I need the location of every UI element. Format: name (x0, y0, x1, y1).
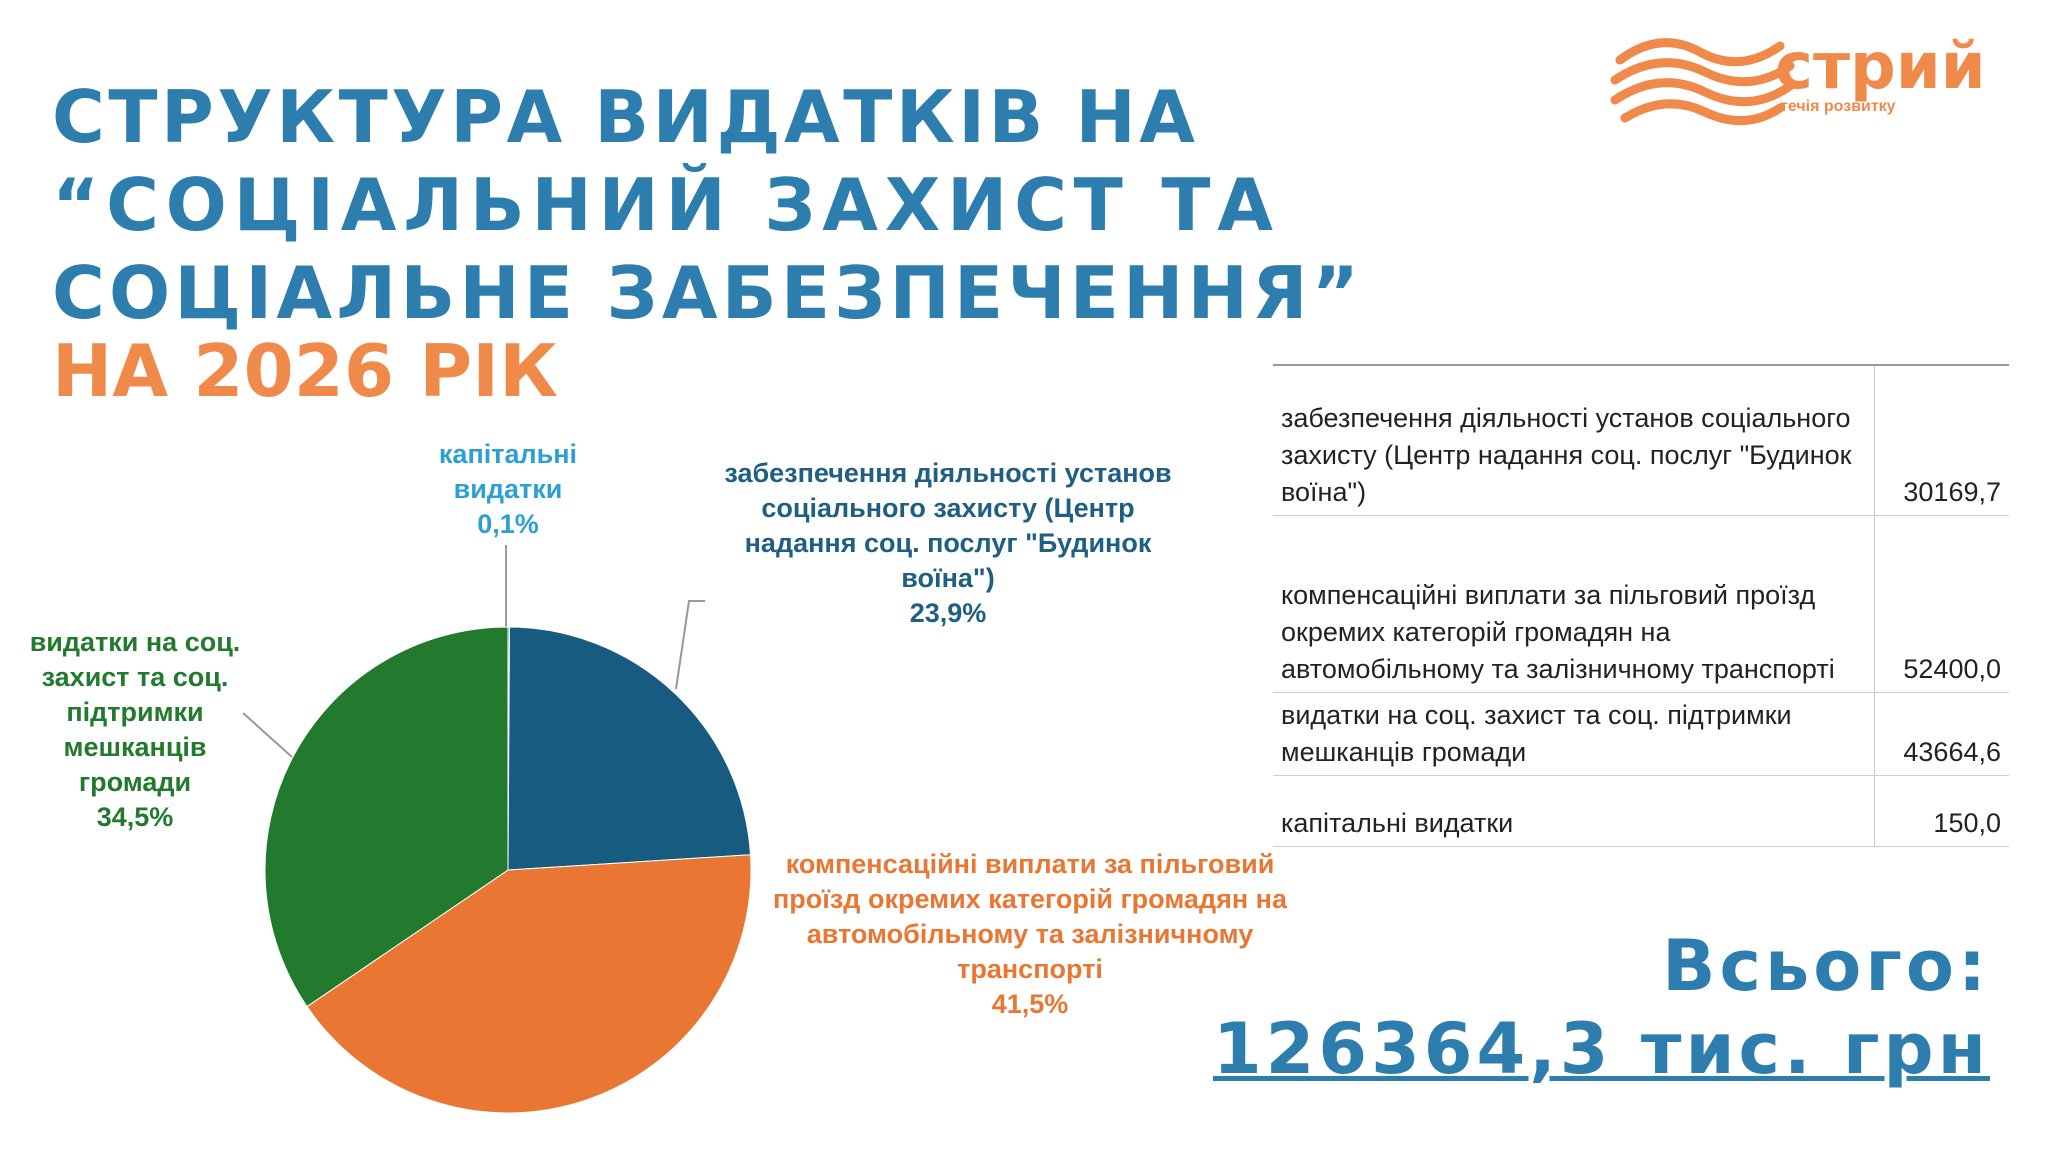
pie-label: забезпечення діяльності установ соціальн… (713, 456, 1183, 631)
pie-label: компенсаційні виплати за пільговий проїз… (765, 847, 1295, 1022)
cell: 30169,7 (1874, 364, 2009, 516)
row: забезпечення діяльності установ соціальн… (1273, 364, 2009, 516)
data-table: забезпечення діяльності установ соціальн… (1273, 364, 2009, 847)
row: видатки на соц. захист та соц. підтримки… (1273, 692, 2009, 776)
pie-slice (264, 626, 509, 1008)
cell: видатки на соц. захист та соц. підтримки… (1273, 692, 1875, 776)
pie-label: капітальні видатки 0,1% (418, 437, 598, 542)
leader-lines (242, 545, 705, 758)
logo-waves (1610, 38, 1795, 125)
percent: 0,1% (477, 509, 539, 539)
pie-slice (507, 626, 752, 871)
cell: капітальні видатки (1273, 775, 1875, 847)
category: капітальні видатки (438, 439, 578, 504)
category: забезпечення діяльності установ соціальн… (724, 458, 1172, 593)
total-value: 126364,3 тис. грн (1212, 1008, 1990, 1090)
title-line: СТРУКТУРА ВИДАТКІВ НА (52, 75, 1195, 159)
pie-slice (306, 854, 752, 1114)
cell: 52400,0 (1874, 515, 2009, 693)
cell: забезпечення діяльності установ соціальн… (1273, 364, 1875, 516)
row: капітальні видатки 150,0 (1273, 775, 2009, 847)
pie (264, 626, 752, 1114)
percent: 34,5% (96, 802, 174, 832)
title-year: НА 2026 РІК (52, 329, 558, 413)
cell: компенсаційні виплати за пільговий проїз… (1273, 515, 1875, 693)
title-line: “СОЦІАЛЬНИЙ ЗАХИСТ ТА (52, 163, 1273, 247)
cell: 150,0 (1874, 775, 2009, 847)
total-label: Всього: (1662, 925, 1990, 1007)
percent: 41,5% (991, 989, 1069, 1019)
row: компенсаційні виплати за пільговий проїз… (1273, 515, 2009, 693)
cell: 43664,6 (1874, 692, 2009, 776)
logo-name: стрий (1775, 30, 1986, 104)
percent: 23,9% (909, 598, 987, 628)
category: видатки на соц. захист та соц. підтримки… (29, 627, 241, 797)
pie-label: видатки на соц. захист та соц. підтримки… (5, 625, 265, 835)
logo-tagline: течія розвитку (1780, 98, 1896, 115)
title-line: СОЦІАЛЬНЕ ЗАБЕЗПЕЧЕННЯ” (52, 251, 1359, 335)
category: компенсаційні виплати за пільговий проїз… (773, 849, 1287, 984)
